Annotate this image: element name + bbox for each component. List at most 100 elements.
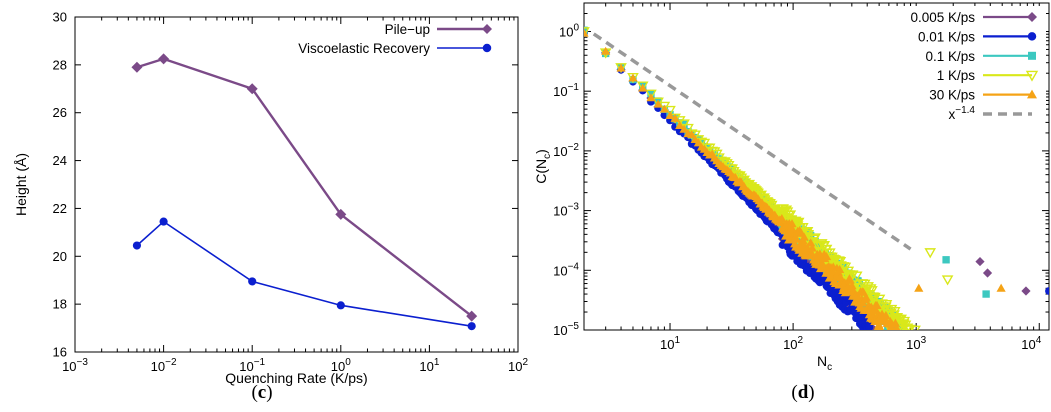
data-point (850, 271, 863, 282)
series-line-1 (136, 57, 473, 318)
x-tick-label: 102 (783, 335, 803, 352)
data-point (665, 110, 675, 120)
legend-marker-3 (1028, 51, 1036, 60)
legend-label-4: 1 K/ps (937, 68, 976, 83)
data-point (784, 210, 797, 221)
y-tick-label: 10−5 (553, 321, 579, 338)
data-point (914, 283, 924, 292)
x-axis-label: Quenching Rate (K/ps) (225, 370, 367, 386)
data-point (1045, 287, 1049, 295)
panel-label-c: (c) (251, 382, 272, 403)
data-point (941, 275, 954, 286)
data-point (801, 227, 814, 238)
data-point (132, 241, 142, 250)
data-point (847, 281, 857, 290)
data-point (893, 323, 901, 330)
data-point (158, 53, 170, 65)
plot-frame (583, 2, 1050, 331)
data-point (924, 248, 937, 259)
data-point (827, 266, 838, 275)
data-point (888, 307, 901, 318)
y-axis-label: C(Nc) (533, 149, 553, 184)
data-point (792, 234, 802, 243)
data-point (869, 292, 881, 303)
panel-label-d: (d) (791, 382, 814, 403)
y-tick-label: 22 (53, 201, 67, 216)
legend-label-1: Pile−up (385, 22, 430, 37)
data-point (835, 272, 845, 281)
data-point (159, 217, 168, 226)
legend-marker-5 (1027, 89, 1037, 99)
data-point (890, 318, 901, 327)
data-point (638, 83, 648, 92)
legend-label-2: 0.01 K/ps (918, 29, 975, 44)
data-point (659, 104, 669, 113)
legend-label-3: 0.1 K/ps (925, 49, 975, 64)
legend-label-5: 30 K/ps (929, 88, 975, 103)
y-tick-label: 16 (53, 345, 67, 360)
y-tick-label: 10−2 (553, 142, 579, 159)
data-point (336, 301, 345, 310)
data-point (467, 322, 476, 331)
plot-area (584, 26, 1049, 330)
y-tick-label: 10−3 (553, 202, 579, 219)
x-tick-label: 103 (906, 335, 926, 352)
data-point (584, 28, 589, 37)
data-point (799, 239, 809, 248)
data-point (821, 252, 832, 261)
data-point (835, 261, 847, 272)
data-point (835, 264, 845, 273)
data-point (466, 310, 478, 322)
data-point (787, 219, 797, 228)
data-point (806, 238, 816, 247)
data-point (996, 283, 1006, 292)
data-point (881, 310, 891, 319)
data-point (675, 120, 685, 129)
series-points-5 (584, 28, 1006, 330)
y-tick-label: 30 (53, 10, 67, 25)
y-tick-label: 20 (53, 249, 67, 264)
data-point (792, 217, 805, 228)
data-point (861, 292, 871, 301)
data-point (670, 113, 680, 122)
data-point (584, 27, 590, 38)
y-tick-label: 24 (53, 153, 67, 168)
data-point (872, 300, 882, 309)
legend-marker-2 (1027, 32, 1037, 41)
x-tick-label: 10−2 (151, 357, 177, 374)
data-point (246, 83, 258, 95)
legend-label-1: 0.005 K/ps (910, 10, 975, 25)
legend-marker-2 (482, 43, 492, 53)
data-point (645, 89, 657, 100)
data-point (846, 270, 859, 281)
y-tick-label: 26 (53, 105, 67, 120)
x-axis-label: Nc (817, 353, 832, 373)
data-point (982, 290, 990, 298)
y-tick-label: 28 (53, 57, 67, 72)
legend-label-2: Viscoelastic Recovery (298, 41, 430, 56)
data-point (982, 268, 993, 278)
x-tick-label: 101 (660, 335, 680, 352)
data-point (807, 243, 817, 252)
data-point (880, 300, 893, 311)
data-point (833, 256, 845, 267)
data-point (636, 81, 649, 92)
y-tick-label: 100 (559, 22, 579, 39)
plot-frame (74, 16, 519, 353)
legend-background (868, 6, 1046, 116)
data-point (646, 93, 656, 102)
y-tick-label: 10−1 (553, 82, 579, 99)
data-point (885, 304, 898, 315)
y-axis-label: Height (Å) (13, 153, 29, 216)
y-tick-label: 18 (53, 297, 67, 312)
chart-c: 16 18 20 22 24 26 28 30 10−3 10−2 10−1 100 101 102 Que… (13, 10, 528, 387)
data-point (584, 26, 588, 34)
data-point (833, 278, 842, 286)
data-point (248, 277, 257, 286)
x-tick-label: 102 (508, 357, 528, 374)
legend-marker-1 (482, 24, 492, 34)
data-point (1021, 286, 1031, 296)
x-tick-label: 104 (1021, 335, 1041, 352)
data-point (777, 214, 787, 223)
